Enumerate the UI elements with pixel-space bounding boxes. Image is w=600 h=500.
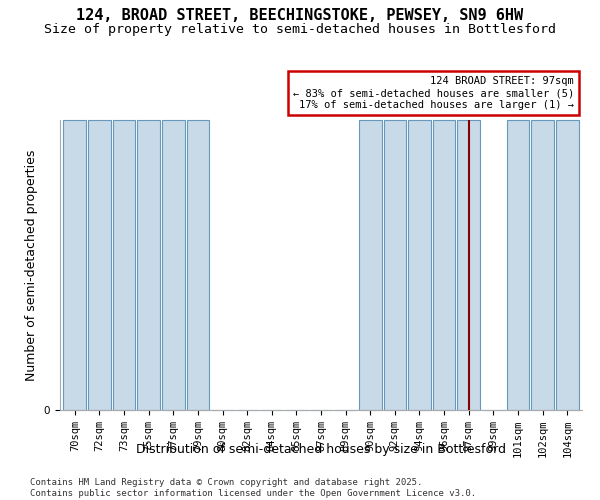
Y-axis label: Number of semi-detached properties: Number of semi-detached properties [25, 150, 38, 380]
Text: Distribution of semi-detached houses by size in Bottlesford: Distribution of semi-detached houses by … [136, 442, 506, 456]
Bar [383, 120, 406, 410]
Bar [531, 120, 554, 410]
Bar [359, 120, 382, 410]
Bar [556, 120, 578, 410]
Bar [113, 120, 136, 410]
Bar [187, 120, 209, 410]
Text: 124 BROAD STREET: 97sqm
← 83% of semi-detached houses are smaller (5)
17% of sem: 124 BROAD STREET: 97sqm ← 83% of semi-de… [293, 76, 574, 110]
Bar [88, 120, 111, 410]
Text: Contains HM Land Registry data © Crown copyright and database right 2025.
Contai: Contains HM Land Registry data © Crown c… [30, 478, 476, 498]
Bar [506, 120, 529, 410]
Bar [433, 120, 455, 410]
Text: Size of property relative to semi-detached houses in Bottlesford: Size of property relative to semi-detach… [44, 22, 556, 36]
Bar [137, 120, 160, 410]
Bar [457, 120, 480, 410]
Bar [64, 120, 86, 410]
Bar [162, 120, 185, 410]
Text: 124, BROAD STREET, BEECHINGSTOKE, PEWSEY, SN9 6HW: 124, BROAD STREET, BEECHINGSTOKE, PEWSEY… [76, 8, 524, 22]
Bar [408, 120, 431, 410]
